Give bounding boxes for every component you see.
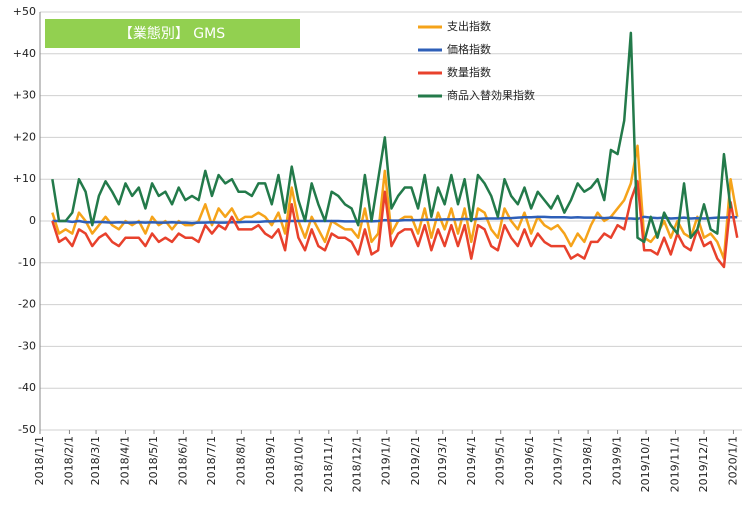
x-tick-label: 2018/10/1 xyxy=(292,436,305,492)
grid xyxy=(40,11,742,431)
x-tick-label: 2018/11/1 xyxy=(322,436,335,492)
legend-label: 商品入替効果指数 xyxy=(447,88,535,102)
series-line xyxy=(51,31,732,244)
y-tick-label: -10 xyxy=(18,256,36,269)
series-line xyxy=(51,180,739,269)
x-tick-label: 2018/4/1 xyxy=(118,436,131,485)
x-tick-label: 2018/6/1 xyxy=(176,436,189,485)
x-tick-label: 2019/5/1 xyxy=(494,436,507,485)
y-tick-label: -40 xyxy=(18,381,36,394)
legend-label: 数量指数 xyxy=(447,65,491,79)
chart-title: 【業態別】 GMS xyxy=(119,26,225,42)
legend-label: 価格指数 xyxy=(447,42,491,56)
y-tick-label: +50 xyxy=(13,5,36,18)
x-tick-label: 2019/8/1 xyxy=(581,436,594,485)
y-tick-label: 0 xyxy=(29,214,36,227)
x-tick-label: 2018/1/1 xyxy=(33,436,46,485)
x-tick-label: 2018/5/1 xyxy=(147,436,160,485)
x-tick-label: 2019/10/1 xyxy=(639,436,652,492)
x-tick-label: 2019/1/1 xyxy=(380,436,393,485)
y-tick-label: +40 xyxy=(13,47,36,60)
x-tick-label: 2018/8/1 xyxy=(234,436,247,485)
y-tick-label: -20 xyxy=(18,298,36,311)
y-tick-label: +10 xyxy=(13,172,36,185)
x-tick-label: 2019/9/1 xyxy=(611,436,624,485)
y-tick-label: +30 xyxy=(13,89,36,102)
x-tick-label: 2018/12/1 xyxy=(350,436,363,492)
x-tick-label: 2018/3/1 xyxy=(89,436,102,485)
y-tick-label: -30 xyxy=(18,339,36,352)
x-tick-label: 2019/11/1 xyxy=(669,436,682,492)
legend-label: 支出指数 xyxy=(447,19,491,33)
x-tick-label: 2018/7/1 xyxy=(205,436,218,485)
title-box xyxy=(45,19,300,48)
series-line xyxy=(52,215,738,225)
x-tick-label: 2018/9/1 xyxy=(264,436,277,485)
x-tick-label: 2019/3/1 xyxy=(436,436,449,485)
x-tick-label: 2019/7/1 xyxy=(552,436,565,485)
y-tick-label: -50 xyxy=(18,423,36,436)
x-tick-label: 2019/6/1 xyxy=(523,436,536,485)
x-tick-label: 2019/12/1 xyxy=(697,436,710,492)
x-tick-label: 2019/2/1 xyxy=(409,436,422,485)
x-tick-label: 2019/4/1 xyxy=(465,436,478,485)
x-tick-label: 2020/1/1 xyxy=(726,436,739,485)
x-tick-label: 2018/2/1 xyxy=(62,436,75,485)
y-tick-label: +20 xyxy=(13,130,36,143)
